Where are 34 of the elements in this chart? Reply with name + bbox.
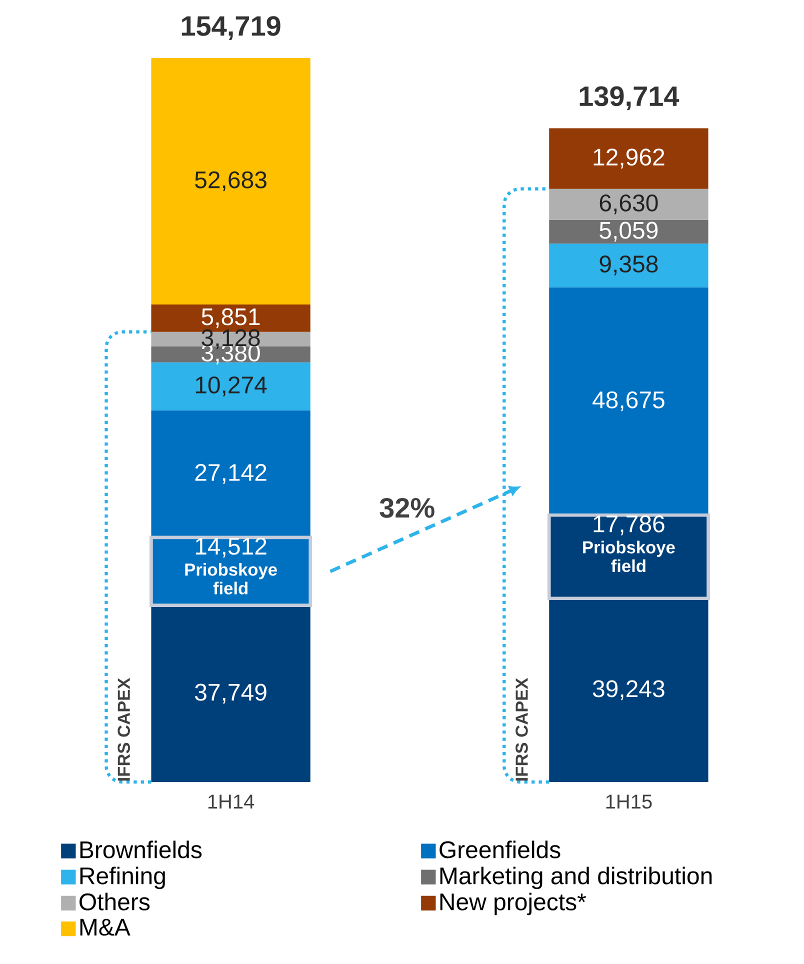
data-label: 52,683 bbox=[195, 171, 267, 192]
bar bbox=[549, 128, 708, 189]
legend-label: Marketing and distribution bbox=[440, 866, 712, 890]
text: Priobskoye field bbox=[583, 540, 675, 572]
bar bbox=[549, 188, 708, 220]
legend-label: New projects* bbox=[440, 892, 586, 916]
data-label: 6,630 bbox=[600, 194, 658, 214]
annotation: 32% bbox=[380, 498, 434, 518]
total-label: 154,719 bbox=[182, 16, 280, 40]
x-tick-label: 1H14 bbox=[208, 794, 254, 808]
data-label: 5,059 bbox=[600, 222, 658, 242]
series-label: Priobskoye field bbox=[185, 563, 278, 594]
x-tick-label: 1H15 bbox=[606, 794, 652, 809]
legend-label: Refining bbox=[80, 866, 166, 890]
data-label: 5,851 bbox=[202, 308, 260, 328]
data-label: 48,675 bbox=[592, 391, 664, 412]
annotation: IFRS CAPEX bbox=[516, 678, 528, 781]
annotation: IFRS CAPEX bbox=[118, 678, 130, 781]
legend-label: Others bbox=[80, 892, 150, 910]
legend-label: Brownfields bbox=[80, 840, 202, 858]
data-label: 39,243 bbox=[593, 680, 664, 700]
legend-label: M&A bbox=[80, 918, 130, 936]
data-label: 12,962 bbox=[594, 148, 664, 168]
legend-label: Greenfields bbox=[440, 840, 560, 858]
data-label: 9,358 bbox=[600, 256, 658, 276]
total-label: 139,714 bbox=[580, 86, 680, 110]
bar bbox=[549, 220, 708, 244]
data-label: 14,512 bbox=[196, 538, 266, 558]
bar bbox=[549, 244, 708, 288]
data-label: 27,142 bbox=[195, 464, 266, 484]
data-label: 17,786 bbox=[594, 515, 664, 536]
data-label: 10,274 bbox=[196, 376, 267, 396]
data-label: 37,749 bbox=[195, 684, 266, 704]
bar bbox=[151, 58, 311, 305]
